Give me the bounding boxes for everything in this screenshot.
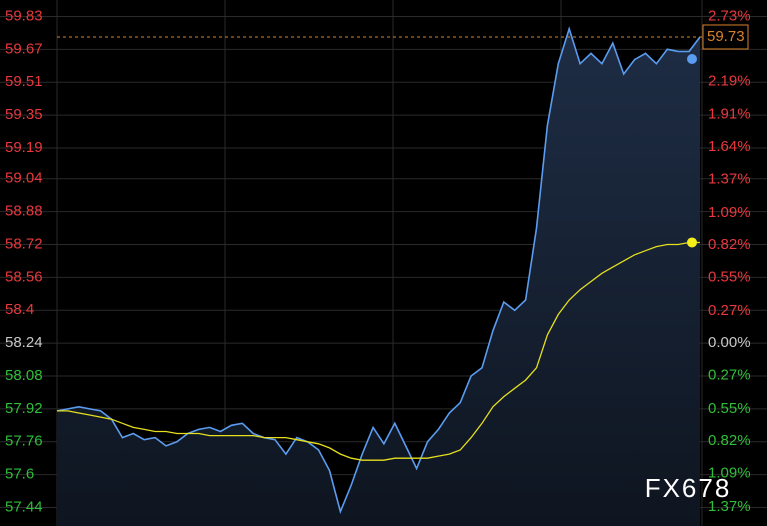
y2-tick-label: 2.73% — [708, 8, 751, 25]
y-tick-label: 59.83 — [5, 7, 43, 24]
y2-tick-label: 1.91% — [708, 106, 751, 123]
y2-tick-label: 0.27% — [708, 302, 751, 319]
y2-tick-label: 1.37% — [708, 498, 751, 515]
y2-tick-label: 0.55% — [708, 400, 751, 417]
y-tick-label: 59.04 — [5, 170, 43, 187]
y-tick-label: 59.35 — [5, 106, 43, 123]
average-line — [57, 241, 700, 461]
y-tick-label: 58.24 — [5, 334, 43, 351]
last-point-marker — [687, 237, 697, 248]
watermark: FX678 — [645, 473, 732, 503]
y2-tick-label: 0.55% — [708, 268, 751, 285]
y-tick-label: 58.56 — [5, 268, 43, 285]
y2-tick-label: 0.27% — [708, 366, 751, 383]
y2-tick-label: 0.00% — [708, 334, 751, 351]
y-tick-label: 57.6 — [5, 466, 34, 483]
y2-tick-label: 0.82% — [708, 236, 751, 253]
y-tick-label: 59.51 — [5, 73, 43, 90]
y-tick-label: 57.76 — [5, 433, 43, 450]
y2-tick-label: 2.19% — [708, 72, 751, 89]
y-tick-label: 57.44 — [5, 498, 43, 515]
y2-tick-label: 1.64% — [708, 138, 751, 155]
y2-tick-label: 0.82% — [708, 432, 751, 449]
last-point-marker — [687, 53, 697, 64]
y-tick-label: 58.72 — [5, 235, 43, 252]
last-price-label: 59.73 — [707, 28, 745, 45]
y-tick-label: 58.88 — [5, 203, 43, 220]
y-tick-label: 59.19 — [5, 139, 43, 156]
y-tick-label: 59.67 — [5, 40, 43, 57]
y2-tick-label: 1.09% — [708, 464, 751, 481]
y2-tick-label: 1.37% — [708, 170, 751, 187]
y-tick-label: 58.4 — [5, 301, 34, 318]
last-price-box — [702, 24, 749, 50]
price-line — [56, 26, 701, 515]
price-area — [57, 28, 700, 526]
y-tick-label: 58.08 — [5, 367, 43, 384]
y2-tick-label: 1.09% — [708, 204, 751, 221]
y-tick-label: 57.92 — [5, 400, 43, 417]
